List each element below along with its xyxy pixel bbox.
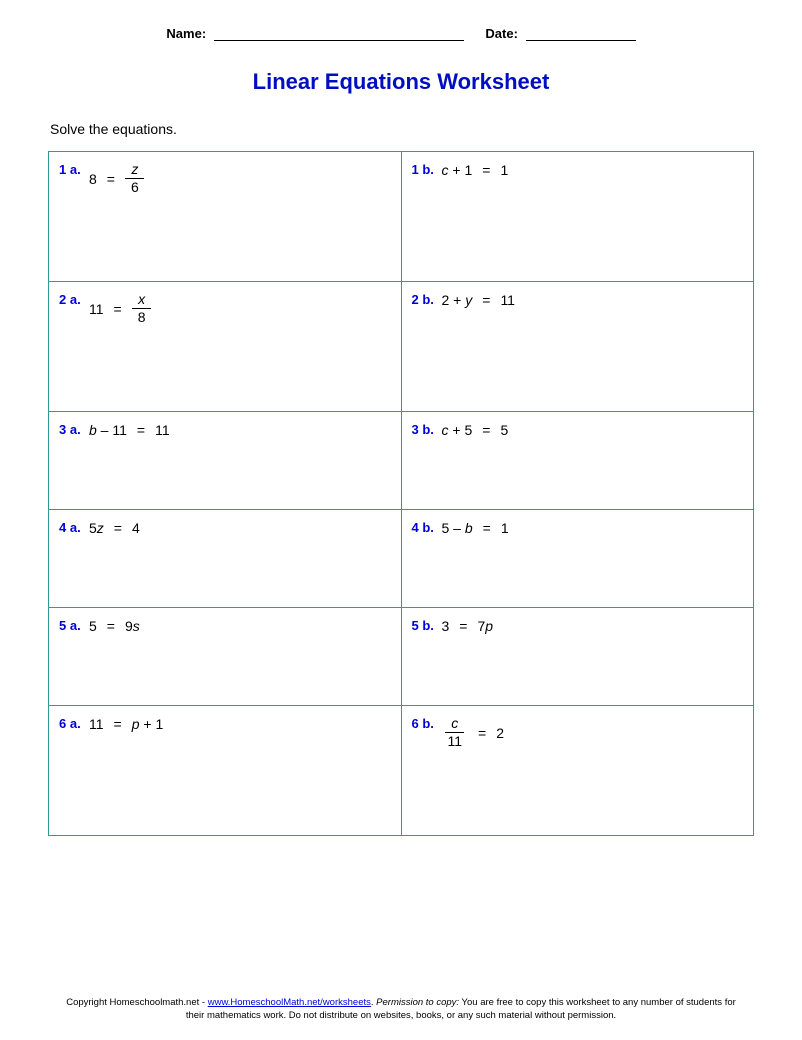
date-label: Date: [485, 26, 518, 41]
worksheet-table: 1 a.8=z61 b.c + 1=12 a.11=x82 b.2 + y=11… [48, 151, 754, 836]
problem-cell: 3 b.c + 5=5 [401, 412, 754, 510]
problem-label: 6 a. [59, 716, 89, 731]
problem-cell: 4 a.5z=4 [49, 510, 402, 608]
problem-label: 1 b. [412, 162, 442, 177]
problem-label: 3 b. [412, 422, 442, 437]
problem-label: 4 b. [412, 520, 442, 535]
problem-label: 3 a. [59, 422, 89, 437]
name-label: Name: [166, 26, 206, 41]
equation: c + 5=5 [442, 422, 509, 438]
problem-cell: 4 b.5 – b=1 [401, 510, 754, 608]
problem-label: 4 a. [59, 520, 89, 535]
instructions: Solve the equations. [50, 121, 754, 137]
header: Name: Date: [48, 26, 754, 41]
problem-label: 2 b. [412, 292, 442, 307]
footer-link[interactable]: www.HomeschoolMath.net/worksheets [208, 997, 371, 1008]
footer: Copyright Homeschoolmath.net - www.Homes… [0, 997, 802, 1022]
equation: 5=9s [89, 618, 140, 634]
page-title: Linear Equations Worksheet [48, 69, 754, 95]
problem-cell: 2 b.2 + y=11 [401, 282, 754, 412]
problem-cell: 6 a.11=p + 1 [49, 706, 402, 836]
problem-label: 2 a. [59, 292, 89, 307]
equation: c + 1=1 [442, 162, 509, 178]
footer-copyright-pre: Copyright Homeschoolmath.net - [66, 997, 208, 1008]
problem-label: 5 a. [59, 618, 89, 633]
table-row: 5 a.5=9s5 b.3=7p [49, 608, 754, 706]
table-row: 2 a.11=x82 b.2 + y=11 [49, 282, 754, 412]
problem-label: 6 b. [412, 716, 442, 731]
table-row: 3 a.b – 11=113 b.c + 5=5 [49, 412, 754, 510]
problem-cell: 1 b.c + 1=1 [401, 152, 754, 282]
problem-cell: 2 a.11=x8 [49, 282, 402, 412]
table-row: 6 a.11=p + 16 b.c11=2 [49, 706, 754, 836]
equation: 11=x8 [89, 292, 152, 326]
problem-label: 1 a. [59, 162, 89, 177]
equation: 8=z6 [89, 162, 145, 196]
problem-cell: 5 b.3=7p [401, 608, 754, 706]
problem-label: 5 b. [412, 618, 442, 633]
footer-permission-label: Permission to copy: [376, 997, 459, 1008]
name-blank[interactable] [214, 40, 464, 41]
problem-cell: 1 a.8=z6 [49, 152, 402, 282]
equation: c11=2 [442, 716, 505, 750]
equation: 3=7p [442, 618, 494, 634]
problem-cell: 3 a.b – 11=11 [49, 412, 402, 510]
problem-cell: 5 a.5=9s [49, 608, 402, 706]
equation: 11=p + 1 [89, 716, 163, 732]
table-row: 1 a.8=z61 b.c + 1=1 [49, 152, 754, 282]
equation: b – 11=11 [89, 422, 170, 438]
equation: 2 + y=11 [442, 292, 515, 308]
equation: 5 – b=1 [442, 520, 509, 536]
equation: 5z=4 [89, 520, 140, 536]
date-blank[interactable] [526, 40, 636, 41]
problem-cell: 6 b.c11=2 [401, 706, 754, 836]
table-row: 4 a.5z=44 b.5 – b=1 [49, 510, 754, 608]
